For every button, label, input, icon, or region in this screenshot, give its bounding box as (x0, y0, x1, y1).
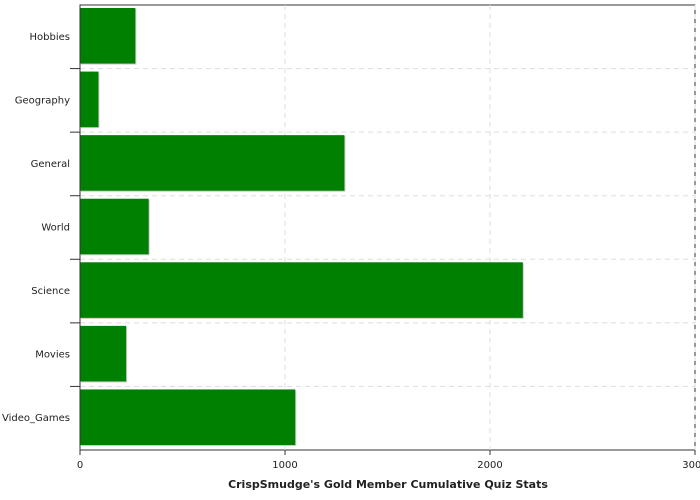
y-tick-label: General (31, 159, 70, 170)
y-tick-label: World (41, 223, 70, 234)
y-tick-label: Geography (15, 95, 70, 106)
bar (80, 135, 345, 191)
x-tick-label: 2000 (477, 460, 502, 471)
bar (80, 262, 523, 318)
x-tick-label: 1000 (272, 460, 297, 471)
y-tick-label: Hobbies (30, 32, 70, 43)
y-tick-label: Science (31, 286, 70, 297)
y-tick-label: Movies (35, 350, 70, 361)
y-tick-label: Video_Games (2, 413, 70, 424)
x-tick-label: 0 (77, 460, 83, 471)
bar (80, 389, 296, 445)
bar (80, 8, 136, 64)
bar (80, 325, 127, 382)
x-axis-label: CrispSmudge's Gold Member Cumulative Qui… (228, 478, 548, 491)
bar (80, 198, 149, 255)
x-tick-label: 3000 (682, 460, 700, 471)
bar (80, 71, 99, 128)
plot-frame (79, 4, 696, 451)
